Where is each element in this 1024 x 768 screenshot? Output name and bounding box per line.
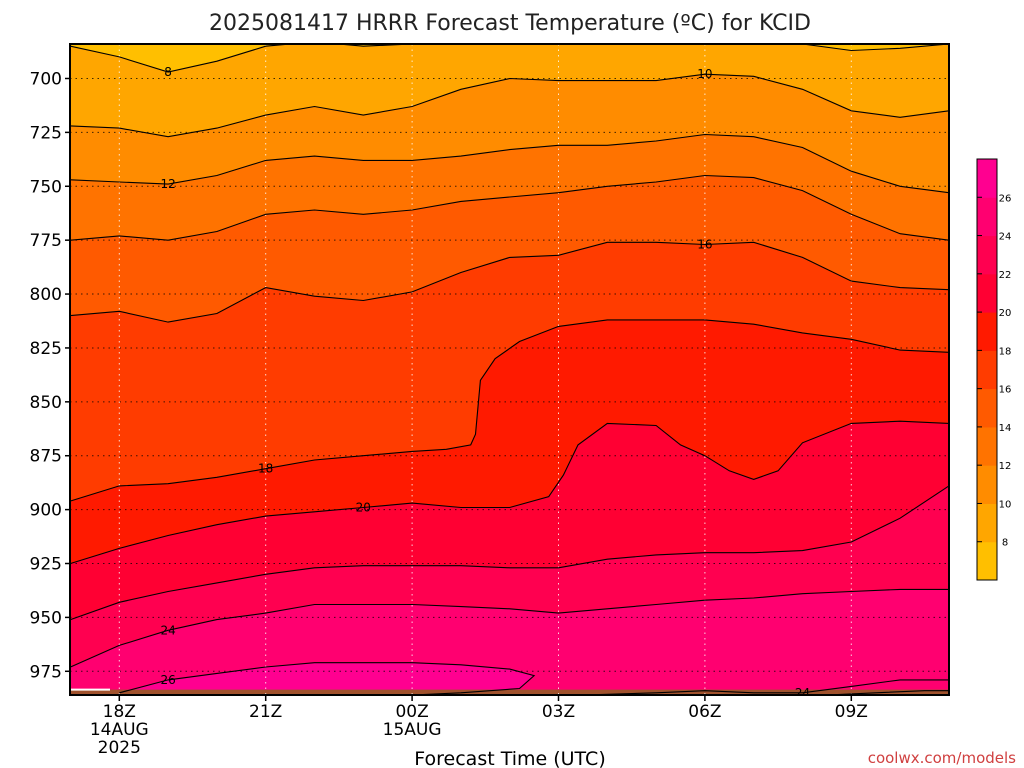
y-tick-label: 725 xyxy=(30,123,62,143)
x-axis-title: Forecast Time (UTC) xyxy=(414,748,605,768)
chart-title: 2025081417 HRRR Forecast Temperature (ºC… xyxy=(209,11,811,36)
colorbar-swatch xyxy=(977,541,997,581)
contour-label-16: 16 xyxy=(697,237,712,251)
contour-16-5 xyxy=(70,241,949,323)
contour-8-0 xyxy=(70,44,413,73)
y-tick-label: 825 xyxy=(30,339,62,359)
colorbar-label: 16 xyxy=(999,385,1012,396)
credit-label: coolwx.com/models xyxy=(868,749,1016,767)
contour-26-10 xyxy=(119,662,536,695)
band-6-8-right xyxy=(802,44,949,51)
x-tick-label: 18Z xyxy=(103,702,136,722)
contour-24-11 xyxy=(582,679,949,695)
y-tick-label: 700 xyxy=(30,69,62,89)
contour-18-6 xyxy=(70,319,949,502)
y-tick-label: 750 xyxy=(30,177,62,197)
colorbar-swatch xyxy=(977,159,997,198)
x-tick-label: 03Z xyxy=(542,702,575,722)
contour-label-26: 26 xyxy=(160,673,175,687)
colorbar-label: 14 xyxy=(999,423,1012,434)
contour-label-24: 24 xyxy=(160,623,175,637)
colorbar-label: 24 xyxy=(999,232,1012,243)
x-tick-label: 14AUG xyxy=(90,720,149,740)
ground-strip xyxy=(70,689,949,695)
y-tick-label: 775 xyxy=(30,231,62,251)
x-tick-label: 06Z xyxy=(688,702,721,722)
colorbar-label: 20 xyxy=(999,308,1012,319)
colorbar-label: 22 xyxy=(999,270,1012,281)
colorbar-swatch xyxy=(977,426,997,466)
contour-20-7 xyxy=(70,420,949,565)
colorbar-swatch xyxy=(977,197,997,237)
colorbar-swatch xyxy=(977,388,997,428)
contour-label-10: 10 xyxy=(697,67,712,81)
contour-layer: 8 10 12 16 18 20 24 26 24 xyxy=(70,44,949,700)
colorbar-swatch xyxy=(977,350,997,390)
contour-label-20: 20 xyxy=(356,500,371,514)
colorbar-swatch xyxy=(977,465,997,504)
y-axis-ticks: 700 725 750 775 800 825 850 875 900 925 950 975 xyxy=(30,69,70,682)
ground-layer xyxy=(70,688,949,695)
y-tick-label: 800 xyxy=(30,285,62,305)
contour-label-18: 18 xyxy=(258,462,273,476)
x-tick-label: 15AUG xyxy=(383,720,442,740)
contour-10-2 xyxy=(70,73,949,138)
grid-layer xyxy=(70,44,949,695)
colorbar-swatch xyxy=(977,312,997,351)
colorbar-label: 10 xyxy=(999,499,1012,510)
y-tick-label: 950 xyxy=(30,608,62,628)
band-26-28 xyxy=(70,662,535,695)
x-tick-label: 21Z xyxy=(249,702,282,722)
colorbar-label: 26 xyxy=(999,193,1012,204)
colorbar-swatch xyxy=(977,235,997,275)
y-tick-label: 975 xyxy=(30,662,62,682)
contour-14-4 xyxy=(70,174,949,241)
colorbar: 8 10 12 14 16 18 20 22 24 26 xyxy=(976,158,1012,581)
contour-label-24: 24 xyxy=(795,686,810,700)
contour-22-12 xyxy=(826,690,949,695)
colorbar-swatch xyxy=(977,503,997,543)
y-tick-label: 925 xyxy=(30,555,62,575)
band-6-8-left xyxy=(70,44,413,72)
y-tick-label: 900 xyxy=(30,501,62,521)
contour-24-9 xyxy=(70,588,949,668)
x-tick-label: 09Z xyxy=(835,702,868,722)
contour-label-12: 12 xyxy=(160,177,175,191)
contour-22-8 xyxy=(70,485,949,621)
colorbar-label: 18 xyxy=(999,346,1012,357)
contour-8-1 xyxy=(802,44,949,52)
colorbar-label: 8 xyxy=(1002,538,1008,549)
y-tick-label: 875 xyxy=(30,447,62,467)
temperature-fill-layer xyxy=(70,44,949,695)
contour-12-3 xyxy=(70,133,949,194)
x-tick-label: 00Z xyxy=(395,702,428,722)
x-tick-label: 2025 xyxy=(98,738,141,758)
y-tick-label: 850 xyxy=(30,393,62,413)
colorbar-swatch xyxy=(977,273,997,313)
contour-label-8: 8 xyxy=(164,65,172,79)
colorbar-label: 12 xyxy=(999,461,1012,472)
plot-frame xyxy=(69,43,950,696)
